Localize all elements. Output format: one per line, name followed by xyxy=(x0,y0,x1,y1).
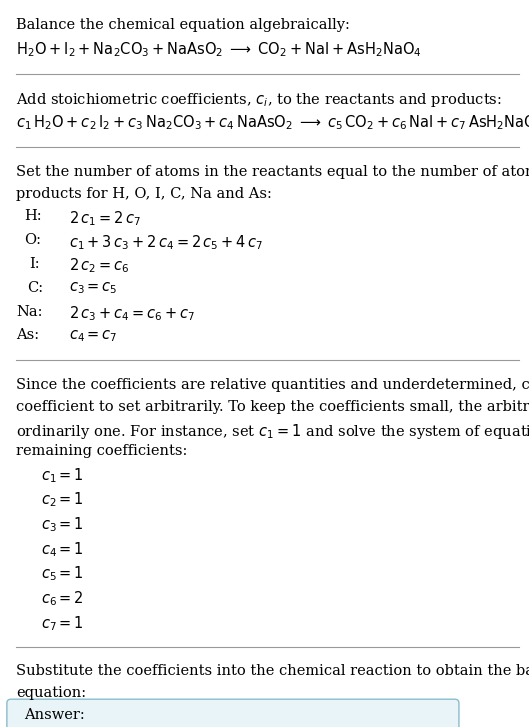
Text: I:: I: xyxy=(29,257,40,270)
Text: $c_1 = 1$: $c_1 = 1$ xyxy=(41,466,84,485)
Text: $c_6 = 2$: $c_6 = 2$ xyxy=(41,590,84,608)
Text: remaining coefficients:: remaining coefficients: xyxy=(16,444,187,458)
Text: $c_4 = 1$: $c_4 = 1$ xyxy=(41,540,84,558)
Text: $c_4 = c_7$: $c_4 = c_7$ xyxy=(69,329,117,344)
Text: coefficient to set arbitrarily. To keep the coefficients small, the arbitrary va: coefficient to set arbitrarily. To keep … xyxy=(16,400,529,414)
Text: Add stoichiometric coefficients, $c_i$, to the reactants and products:: Add stoichiometric coefficients, $c_i$, … xyxy=(16,92,501,110)
Text: Balance the chemical equation algebraically:: Balance the chemical equation algebraica… xyxy=(16,18,350,32)
Text: Since the coefficients are relative quantities and underdetermined, choose a: Since the coefficients are relative quan… xyxy=(16,378,529,392)
Text: $c_3 = 1$: $c_3 = 1$ xyxy=(41,515,84,534)
Text: C:: C: xyxy=(28,281,43,294)
Text: $2\,c_1 = 2\,c_7$: $2\,c_1 = 2\,c_7$ xyxy=(69,209,141,228)
Text: Set the number of atoms in the reactants equal to the number of atoms in the: Set the number of atoms in the reactants… xyxy=(16,165,529,179)
Text: $c_1 + 3\,c_3 + 2\,c_4 = 2\,c_5 + 4\,c_7$: $c_1 + 3\,c_3 + 2\,c_4 = 2\,c_5 + 4\,c_7… xyxy=(69,233,263,252)
Text: As:: As: xyxy=(16,329,39,342)
Text: $c_1\,\mathrm{H_2O} + c_2\,\mathrm{I_2} + c_3\,\mathrm{Na_2CO_3} + c_4\,\mathrm{: $c_1\,\mathrm{H_2O} + c_2\,\mathrm{I_2} … xyxy=(16,113,529,132)
Text: H:: H: xyxy=(24,209,41,223)
Text: $c_7 = 1$: $c_7 = 1$ xyxy=(41,614,84,632)
Text: products for H, O, I, C, Na and As:: products for H, O, I, C, Na and As: xyxy=(16,187,272,201)
Text: ordinarily one. For instance, set $c_1 = 1$ and solve the system of equations fo: ordinarily one. For instance, set $c_1 =… xyxy=(16,422,529,441)
Text: equation:: equation: xyxy=(16,686,86,700)
Text: $\mathrm{H_2O + I_2 + Na_2CO_3 + NaAsO_2} \;\longrightarrow\; \mathrm{CO_2 + NaI: $\mathrm{H_2O + I_2 + Na_2CO_3 + NaAsO_2… xyxy=(16,40,422,59)
Text: $2\,c_2 = c_6$: $2\,c_2 = c_6$ xyxy=(69,257,129,276)
Text: $c_5 = 1$: $c_5 = 1$ xyxy=(41,565,84,583)
Text: $c_2 = 1$: $c_2 = 1$ xyxy=(41,491,84,509)
Text: O:: O: xyxy=(24,233,41,246)
Text: $c_3 = c_5$: $c_3 = c_5$ xyxy=(69,281,117,297)
Text: Na:: Na: xyxy=(16,305,42,318)
Text: $2\,c_3 + c_4 = c_6 + c_7$: $2\,c_3 + c_4 = c_6 + c_7$ xyxy=(69,305,195,324)
Text: Substitute the coefficients into the chemical reaction to obtain the balanced: Substitute the coefficients into the che… xyxy=(16,664,529,678)
Text: Answer:: Answer: xyxy=(24,708,85,722)
FancyBboxPatch shape xyxy=(7,699,459,727)
